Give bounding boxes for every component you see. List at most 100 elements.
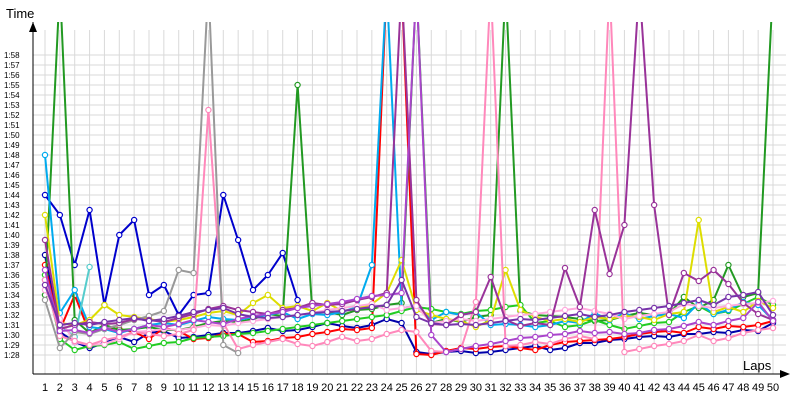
x-tick-label: 45 [693,382,705,394]
data-point [621,348,628,356]
series-3 [41,22,777,359]
data-point [487,273,494,281]
data-point [175,330,182,338]
data-point [220,341,227,349]
data-point [190,308,197,316]
data-point [338,317,346,325]
data-point [665,311,673,319]
series-13 [41,22,777,356]
x-tick-labels: 1 2 3 4 5 6 7 8 9 10 11 12 13 14 15 16 17 18 19 20 21 22 23 24 2… [42,382,779,394]
data-point [41,211,49,219]
y-axis-title: Time [6,6,34,21]
data-point [279,335,286,343]
data-point [636,312,643,320]
series-14 [41,276,777,329]
data-point [695,216,702,224]
series-line [44,194,299,316]
data-point [398,289,405,297]
series-lines [41,22,777,359]
data-point [695,277,702,285]
data-point [650,316,658,324]
data-point [190,316,197,324]
data-point [56,211,64,219]
data-point [472,308,480,316]
data-point [442,308,450,316]
data-point [338,325,346,333]
x-tick-label: 49 [752,382,764,394]
y-tick-label: 1:56 [4,71,20,80]
data-point [353,337,361,345]
series-line [44,22,774,356]
data-point [546,340,554,348]
data-point [457,345,465,353]
y-tick-label: 1:51 [4,121,20,130]
y-tick-label: 1:53 [4,101,20,110]
x-tick-label: 32 [499,382,511,394]
data-point [650,310,658,318]
data-point [636,345,643,353]
y-tick-label: 1:44 [4,191,20,200]
data-point [249,286,257,294]
data-point [398,276,405,284]
data-point [368,335,376,343]
x-axis-title: Laps [743,358,772,373]
y-tick-label: 1:30 [4,331,20,340]
data-point [160,332,168,340]
data-point [101,336,108,344]
data-point [740,308,747,316]
data-point [130,338,138,346]
data-point [324,338,331,346]
data-point [725,261,732,269]
data-point [309,302,316,310]
data-point [41,281,49,289]
y-tick-label: 1:50 [4,131,20,140]
y-tick-label: 1:57 [4,61,20,70]
data-point [710,301,717,309]
data-point [160,339,168,347]
data-point [205,289,212,297]
data-point [309,309,316,317]
data-point [532,310,539,318]
data-point [710,321,717,329]
data-point [487,319,494,327]
x-tick-label: 4 [87,382,93,394]
data-point [353,326,361,334]
y-tick-label: 1:36 [4,271,20,280]
data-point [725,293,732,301]
data-point [680,329,688,337]
data-point [695,302,702,310]
x-tick-label: 42 [648,382,660,394]
data-point [86,329,93,337]
x-axis-arrow [780,370,790,378]
data-point [428,319,435,327]
data-point [725,317,732,325]
data-point [636,322,643,330]
data-point [428,347,435,355]
y-tick-label: 1:33 [4,301,20,310]
data-point [71,286,78,294]
data-point [561,323,569,331]
data-point [264,271,272,279]
y-tick-label: 1:45 [4,181,20,190]
data-point [175,266,182,274]
data-point [680,299,688,307]
data-point [160,307,168,315]
data-point [324,319,331,327]
data-point [725,302,732,310]
data-point [249,329,257,337]
x-tick-label: 34 [529,382,541,394]
data-point [56,344,64,352]
x-tick-label: 17 [277,382,289,394]
data-point [665,340,673,348]
y-tick-label: 1:58 [4,51,20,60]
data-point [116,328,123,336]
x-tick-label: 47 [722,382,734,394]
data-point [309,342,316,350]
data-point [561,344,569,352]
data-point [636,329,643,337]
data-point [279,325,286,333]
data-point [398,319,405,327]
axes [29,22,790,378]
x-tick-label: 3 [72,382,78,394]
